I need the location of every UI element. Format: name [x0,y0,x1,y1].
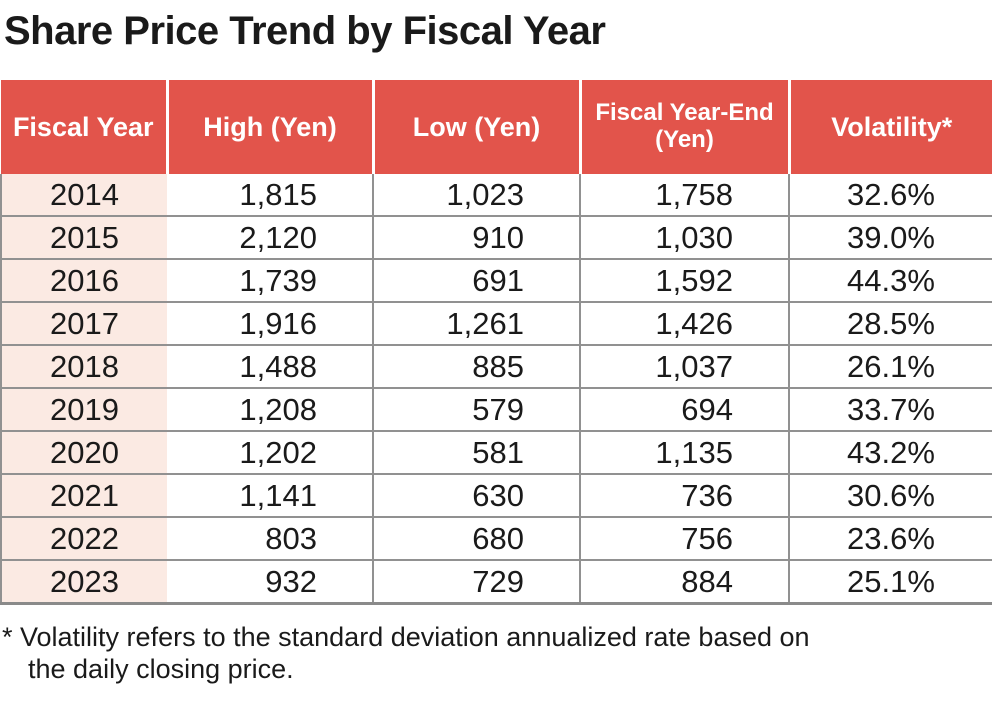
table-row: 2021 1,141 630 736 30.6% [0,473,992,518]
cell-year-end: 1,426 [579,301,790,346]
col-header-year-end: Fiscal Year-End (Yen) [580,80,791,174]
col-header-fiscal-year: Fiscal Year [1,80,169,174]
cell-low: 630 [372,473,581,518]
cell-volatility: 25.1% [788,559,992,605]
cell-volatility: 39.0% [788,215,992,260]
cell-high: 1,202 [167,430,374,475]
cell-fiscal-year: 2021 [0,473,167,518]
cell-high: 1,739 [167,258,374,303]
cell-low: 885 [372,344,581,389]
cell-high: 2,120 [167,215,374,260]
col-header-low: Low (Yen) [373,80,582,174]
cell-year-end: 1,592 [579,258,790,303]
cell-low: 910 [372,215,581,260]
table-row: 2020 1,202 581 1,135 43.2% [0,430,992,475]
cell-fiscal-year: 2017 [0,301,167,346]
cell-high: 1,141 [167,473,374,518]
cell-fiscal-year: 2022 [0,516,167,561]
cell-low: 680 [372,516,581,561]
cell-volatility: 26.1% [788,344,992,389]
cell-fiscal-year: 2015 [0,215,167,260]
cell-low: 691 [372,258,581,303]
footnote-line-1: * Volatility refers to the standard devi… [2,622,810,652]
cell-volatility: 23.6% [788,516,992,561]
header-row: Fiscal Year High (Yen) Low (Yen) Fiscal … [1,80,992,174]
cell-high: 1,208 [167,387,374,432]
cell-high: 803 [167,516,374,561]
cell-volatility: 28.5% [788,301,992,346]
table-row: 2023 932 729 884 25.1% [0,559,992,605]
cell-fiscal-year: 2020 [0,430,167,475]
cell-high: 932 [167,559,374,605]
cell-high: 1,488 [167,344,374,389]
col-header-volatility: Volatility* [789,80,992,174]
table-row: 2014 1,815 1,023 1,758 32.6% [0,174,992,217]
footnote: * Volatility refers to the standard devi… [2,621,992,686]
cell-high: 1,815 [167,174,374,217]
cell-low: 581 [372,430,581,475]
cell-year-end: 1,758 [579,174,790,217]
table-row: 2019 1,208 579 694 33.7% [0,387,992,432]
cell-low: 579 [372,387,581,432]
cell-volatility: 43.2% [788,430,992,475]
cell-fiscal-year: 2023 [0,559,167,605]
table-row: 2022 803 680 756 23.6% [0,516,992,561]
table-row: 2018 1,488 885 1,037 26.1% [0,344,992,389]
cell-year-end: 736 [579,473,790,518]
cell-low: 1,261 [372,301,581,346]
col-header-high: High (Yen) [167,80,375,174]
cell-volatility: 44.3% [788,258,992,303]
cell-volatility: 32.6% [788,174,992,217]
cell-low: 729 [372,559,581,605]
table-row: 2016 1,739 691 1,592 44.3% [0,258,992,303]
cell-year-end: 1,030 [579,215,790,260]
share-price-table: Fiscal Year High (Yen) Low (Yen) Fiscal … [0,80,992,605]
cell-fiscal-year: 2019 [0,387,167,432]
cell-year-end: 694 [579,387,790,432]
cell-volatility: 30.6% [788,473,992,518]
cell-fiscal-year: 2018 [0,344,167,389]
cell-year-end: 756 [579,516,790,561]
table-row: 2017 1,916 1,261 1,426 28.5% [0,301,992,346]
cell-volatility: 33.7% [788,387,992,432]
footnote-line-2: the daily closing price. [28,654,294,685]
table-row: 2015 2,120 910 1,030 39.0% [0,215,992,260]
cell-low: 1,023 [372,174,581,217]
cell-fiscal-year: 2014 [0,174,167,217]
cell-fiscal-year: 2016 [0,258,167,303]
cell-year-end: 884 [579,559,790,605]
page-title: Share Price Trend by Fiscal Year [4,9,606,53]
cell-high: 1,916 [167,301,374,346]
cell-year-end: 1,135 [579,430,790,475]
cell-year-end: 1,037 [579,344,790,389]
